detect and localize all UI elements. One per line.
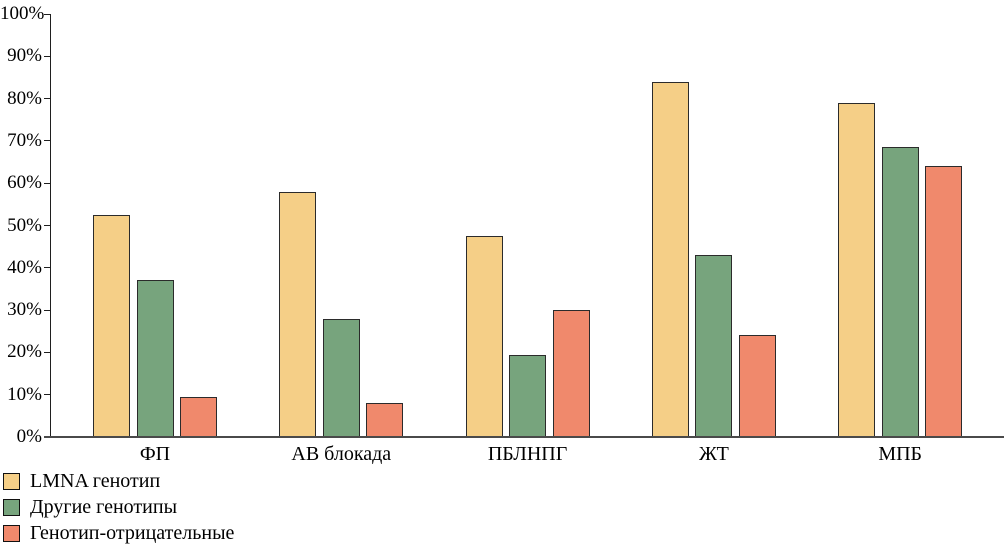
y-tick-label-100: 100%: [0, 3, 45, 24]
x-axis: [44, 436, 1004, 438]
y-axis-tick-20: [44, 351, 51, 353]
y-tick-label-50: 50%: [7, 214, 42, 236]
y-axis-tick-10: [44, 394, 51, 396]
legend-label-other-genotypes: Другие генотипы: [30, 495, 178, 518]
legend-swatch-other-genotypes-icon: [3, 498, 20, 516]
y-axis-tick-80: [44, 98, 51, 100]
x-category-label-ЖТ: ЖТ: [698, 443, 729, 465]
bar-ЖТ-Генотип-отрицательные: [738, 335, 776, 437]
legend-label-genotype-negative: Генотип-отрицательные: [30, 521, 235, 544]
y-axis-tick-90: [44, 55, 51, 57]
y-tick-label-90: 90%: [7, 45, 42, 67]
bar-АВ блокада-Генотип-отрицательные: [366, 403, 404, 437]
legend-swatch-lmna-icon: [3, 472, 20, 490]
y-axis-tick-30: [44, 309, 51, 311]
y-tick-label-10: 10%: [7, 383, 42, 405]
y-axis-tick-100: [44, 13, 51, 15]
y-tick-label-70: 70%: [7, 129, 42, 151]
legend-label-lmna: LMNA генотип: [30, 469, 161, 492]
bar-МПБ-Генотип-отрицательные: [925, 166, 963, 437]
bar-ПБЛНПГ-LMNA генотип: [465, 236, 503, 437]
y-tick-label-20: 20%: [7, 341, 42, 363]
y-tick-label-40: 40%: [7, 256, 42, 278]
y-tick-label-60: 60%: [7, 172, 42, 194]
bar-АВ блокада-LMNA генотип: [279, 191, 317, 437]
y-axis-tick-40: [44, 267, 51, 269]
y-axis-tick-50: [44, 225, 51, 226]
bar-ПБЛНПГ-Генотип-отрицательные: [552, 310, 590, 437]
bar-ЖТ-Другие генотипы: [695, 255, 733, 437]
bar-ФП-LMNA генотип: [93, 214, 130, 437]
bar-ФП-Генотип-отрицательные: [180, 396, 217, 437]
y-tick-label-0: 0%: [16, 426, 42, 447]
legend: LMNA генотип Другие генотипы Генотип-отр…: [3, 468, 234, 546]
y-tick-label-30: 30%: [7, 299, 42, 321]
bar-ФП-Другие генотипы: [136, 280, 174, 437]
legend-item-other-genotypes: Другие генотипы: [3, 494, 234, 520]
bar-МПБ-Другие генотипы: [881, 147, 919, 437]
y-axis-tick-60: [44, 182, 51, 184]
y-axis-tick-70: [44, 140, 51, 142]
x-category-label-МПБ: МПБ: [878, 443, 923, 465]
x-category-label-АВ блокада: АВ блокада: [291, 443, 392, 465]
bar-АВ блокада-Другие генотипы: [322, 318, 360, 437]
legend-item-genotype-negative: Генотип-отрицательные: [3, 520, 234, 546]
legend-swatch-genotype-negative-icon: [3, 524, 20, 542]
bar-ЖТ-LMNA генотип: [651, 81, 689, 437]
legend-item-lmna: LMNA генотип: [3, 468, 234, 494]
x-category-label-ФП: ФП: [139, 443, 171, 465]
bar-МПБ-LMNA генотип: [838, 102, 876, 437]
bar-ПБЛНПГ-Другие генотипы: [509, 354, 547, 437]
x-category-label-ПБЛНПГ: ПБЛНПГ: [487, 443, 568, 465]
y-tick-label-80: 80%: [7, 87, 42, 109]
